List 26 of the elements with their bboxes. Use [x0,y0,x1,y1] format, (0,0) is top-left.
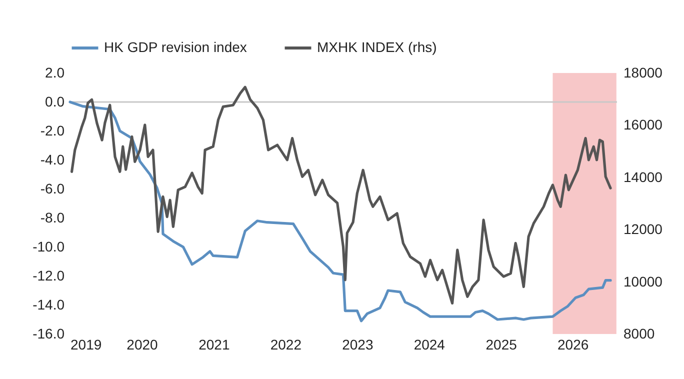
y-tick-label: -2.0 [40,122,65,138]
x-tick-label: 2020 [126,336,158,352]
y-tick-label: -16.0 [32,326,65,342]
x-tick-label: 2023 [342,336,374,352]
y2-tick-label: 8000 [624,326,655,342]
y2-tick-label: 18000 [624,64,663,80]
y-tick-label: -10.0 [32,238,65,254]
y-tick-label: -8.0 [40,210,65,226]
y-tick-label: 2.0 [45,64,65,80]
x-tick-label: 2025 [486,336,518,352]
y-tick-label: -6.0 [40,180,65,196]
y2-tick-label: 16000 [624,116,663,133]
legend-label: MXHK INDEX (rhs) [317,39,437,55]
x-tick-label: 2026 [558,336,589,352]
y2-tick-label: 14000 [624,168,663,185]
x-tick-label: 2021 [198,336,230,352]
x-tick-label: 2019 [70,336,102,352]
x-tick-label: 2022 [270,336,302,352]
y-tick-label: 0.0 [45,94,65,110]
y2-tick-label: 12000 [624,221,663,238]
y-tick-label: -12.0 [32,268,65,284]
legend-label: HK GDP revision index [104,39,247,55]
y2-tick-label: 10000 [624,273,663,290]
y-tick-label: -4.0 [40,152,65,168]
y-tick-label: -14.0 [32,296,65,312]
x-tick-label: 2024 [414,336,446,352]
